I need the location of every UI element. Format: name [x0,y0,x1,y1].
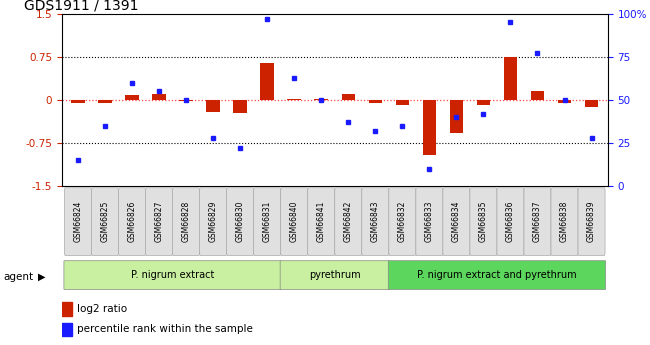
FancyBboxPatch shape [280,261,389,289]
Text: GSM66824: GSM66824 [73,201,83,242]
Bar [450,100,463,134]
FancyBboxPatch shape [335,188,362,256]
Text: GSM66838: GSM66838 [560,201,569,242]
Bar [422,100,436,155]
Bar [62,302,72,316]
FancyBboxPatch shape [389,188,416,256]
Text: GDS1911 / 1391: GDS1911 / 1391 [23,0,138,13]
Text: GSM66839: GSM66839 [587,201,596,243]
FancyBboxPatch shape [497,188,524,256]
FancyBboxPatch shape [64,261,281,289]
Text: GSM66826: GSM66826 [127,201,136,242]
Text: GSM66837: GSM66837 [533,201,542,243]
Bar [287,99,301,100]
Text: GSM66833: GSM66833 [425,201,434,243]
Bar [152,94,166,100]
Text: GSM66840: GSM66840 [290,201,299,243]
Bar [369,100,382,103]
Text: log2 ratio: log2 ratio [77,304,127,314]
FancyBboxPatch shape [470,188,497,256]
Bar [315,99,328,100]
FancyBboxPatch shape [227,188,254,256]
FancyBboxPatch shape [281,188,307,256]
Bar [261,63,274,100]
FancyBboxPatch shape [254,188,281,256]
FancyBboxPatch shape [388,261,606,289]
Bar [72,100,84,103]
FancyBboxPatch shape [172,188,200,256]
Text: GSM66825: GSM66825 [101,201,109,242]
Bar [476,100,490,105]
Text: GSM66827: GSM66827 [155,201,164,242]
Bar [179,100,193,101]
FancyBboxPatch shape [578,188,605,256]
Bar [206,100,220,111]
Text: GSM66843: GSM66843 [370,201,380,243]
Text: agent: agent [3,272,33,282]
Text: P. nigrum extract and pyrethrum: P. nigrum extract and pyrethrum [417,270,577,280]
FancyBboxPatch shape [524,188,551,256]
Text: ▶: ▶ [38,272,46,282]
Bar [504,57,517,100]
Text: GSM66831: GSM66831 [263,201,272,242]
Text: GSM66828: GSM66828 [181,201,190,242]
Text: GSM66830: GSM66830 [236,201,244,243]
FancyBboxPatch shape [200,188,227,256]
FancyBboxPatch shape [92,188,118,256]
FancyBboxPatch shape [362,188,389,256]
Text: percentile rank within the sample: percentile rank within the sample [77,324,254,334]
Text: GSM66842: GSM66842 [344,201,353,242]
FancyBboxPatch shape [416,188,443,256]
FancyBboxPatch shape [307,188,335,256]
Bar [62,323,72,336]
Text: GSM66835: GSM66835 [479,201,488,243]
Text: GSM66829: GSM66829 [209,201,218,242]
Bar [98,100,112,103]
Text: P. nigrum extract: P. nigrum extract [131,270,214,280]
Bar [341,94,355,100]
FancyBboxPatch shape [146,188,172,256]
Bar [125,96,139,100]
FancyBboxPatch shape [551,188,578,256]
FancyBboxPatch shape [118,188,146,256]
Text: GSM66836: GSM66836 [506,201,515,243]
FancyBboxPatch shape [64,188,92,256]
Bar [233,100,247,113]
Bar [585,100,598,107]
FancyBboxPatch shape [443,188,470,256]
Bar [530,91,544,100]
Text: GSM66832: GSM66832 [398,201,407,242]
Text: GSM66834: GSM66834 [452,201,461,243]
Text: pyrethrum: pyrethrum [309,270,361,280]
Bar [396,100,409,105]
Text: GSM66841: GSM66841 [317,201,326,242]
Bar [558,100,571,103]
